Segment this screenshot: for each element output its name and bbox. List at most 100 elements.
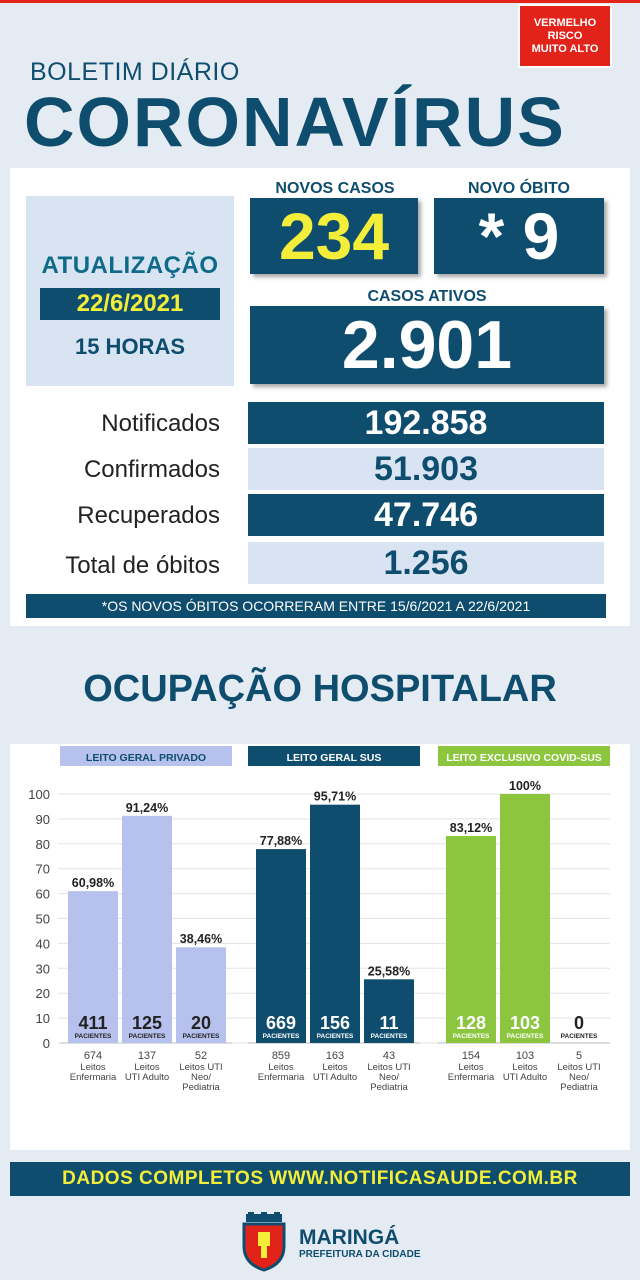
bar-beds-desc: UTI Adulto (503, 1072, 547, 1083)
footer-banner[interactable]: DADOS COMPLETOS WWW.NOTIFICASAUDE.COM.BR (10, 1162, 630, 1196)
bar-beds-value: 52 (195, 1050, 207, 1062)
bar-percent-label: 77,88% (260, 834, 302, 848)
group-header-label: LEITO EXCLUSIVO COVID-SUS (446, 752, 602, 764)
y-tick-label: 50 (36, 912, 50, 927)
city-crest-icon (242, 1212, 286, 1272)
bar-patients-caption: PACIENTES (75, 1033, 112, 1040)
bar-patients-caption: PACIENTES (183, 1033, 220, 1040)
bar-patients-caption: PACIENTES (317, 1033, 354, 1040)
bar-beds-desc: Leitos UTI (179, 1062, 222, 1073)
bar-percent-label: 95,71% (314, 790, 356, 804)
new-cases-label: NOVOS CASOS (275, 180, 395, 197)
active-cases-label: CASOS ATIVOS (367, 288, 487, 305)
bar-beds-value: 674 (84, 1050, 102, 1062)
bar-beds-desc: Leitos (134, 1062, 160, 1073)
bar-beds-desc: UTI Adulto (313, 1072, 357, 1083)
bar-patients-caption: PACIENTES (561, 1033, 598, 1040)
bar-patients-caption: PACIENTES (453, 1033, 490, 1040)
new-death-value: * 9 (434, 198, 604, 274)
city-name: MARINGÁ (299, 1226, 400, 1249)
update-date: 22/6/2021 (40, 288, 220, 320)
y-tick-label: 20 (36, 986, 50, 1001)
stat-label-deaths: Total de óbitos (65, 552, 220, 579)
bar-beds-desc: Leitos (80, 1062, 106, 1073)
new-cases-value: 234 (250, 198, 418, 274)
page-subtitle: BOLETIM DIÁRIO (30, 58, 240, 86)
bar-patients-value: 669 (266, 1013, 296, 1033)
stat-value-deaths: 1.256 (248, 542, 604, 584)
bar-patients-value: 128 (456, 1013, 486, 1033)
bar-beds-desc: Neo/ (191, 1072, 211, 1083)
y-tick-label: 70 (36, 862, 50, 877)
bar (122, 815, 172, 1043)
bar-patients-caption: PACIENTES (507, 1033, 544, 1040)
bar-beds-desc: Leitos (512, 1062, 538, 1073)
bar-beds-desc: Leitos UTI (557, 1062, 600, 1073)
bar-beds-desc: Leitos (322, 1062, 348, 1073)
y-tick-label: 100 (28, 787, 50, 802)
bar (364, 979, 414, 1043)
bar-patients-caption: PACIENTES (129, 1033, 166, 1040)
update-label: ATUALIZAÇÃO (41, 252, 219, 279)
bar-patients-caption: PACIENTES (371, 1033, 408, 1040)
bar-patients-value: 0 (574, 1013, 584, 1033)
bar-beds-desc: Enfermaria (258, 1072, 305, 1083)
stat-value-notified: 192.858 (248, 402, 604, 444)
bar-percent-label: 100% (509, 779, 541, 793)
bar-patients-value: 20 (191, 1013, 211, 1033)
stat-value-recovered: 47.746 (248, 494, 604, 536)
bar-percent-label: 38,46% (180, 932, 222, 946)
bar-beds-desc: Enfermaria (448, 1072, 495, 1083)
bar-percent-label: 25,58% (368, 964, 410, 978)
y-tick-label: 90 (36, 812, 50, 827)
stat-label-recovered: Recuperados (77, 502, 220, 529)
bar-beds-desc: Leitos (458, 1062, 484, 1073)
active-cases-value: 2.901 (250, 306, 604, 384)
city-tagline: PREFEITURA DA CIDADE (299, 1249, 421, 1260)
bar-patients-value: 156 (320, 1013, 350, 1033)
bar-patients-value: 11 (379, 1013, 398, 1033)
bar-beds-value: 154 (462, 1050, 480, 1062)
bar-beds-desc: Enfermaria (70, 1072, 117, 1083)
stat-value-confirmed: 51.903 (248, 448, 604, 490)
hospital-title: OCUPAÇÃO HOSPITALAR (83, 668, 557, 710)
new-death-label: NOVO ÓBITO (468, 180, 570, 197)
stat-label-notified: Notificados (101, 410, 220, 437)
bar-beds-desc: Neo/ (569, 1072, 589, 1083)
y-tick-label: 80 (36, 837, 50, 852)
group-header (248, 746, 420, 766)
bar (68, 891, 118, 1043)
bar-beds-value: 43 (383, 1050, 395, 1062)
bar-beds-desc: Neo/ (379, 1072, 399, 1083)
group-header-label: LEITO GERAL PRIVADO (86, 752, 206, 764)
bar-patients-value: 411 (78, 1013, 107, 1033)
bar (500, 794, 550, 1043)
y-tick-label: 30 (36, 961, 50, 976)
bar-beds-desc: Leitos (268, 1062, 294, 1073)
group-header (438, 746, 610, 766)
bar-percent-label: 83,12% (450, 821, 492, 835)
stat-label-confirmed: Confirmados (83, 456, 220, 483)
deaths-note: *OS NOVOS ÓBITOS OCORRERAM ENTRE 15/6/20… (26, 594, 606, 618)
bar-beds-desc: Leitos UTI (367, 1062, 410, 1073)
bar-beds-desc: Pediatria (182, 1082, 220, 1093)
y-tick-label: 60 (36, 887, 50, 902)
top-accent-line (0, 0, 640, 3)
bar-patients-caption: PACIENTES (263, 1033, 300, 1040)
bar-beds-value: 163 (326, 1050, 344, 1062)
bar-beds-value: 859 (272, 1050, 290, 1062)
bar-beds-value: 5 (576, 1050, 582, 1062)
update-time: 15 HORAS (74, 334, 186, 359)
bar-beds-desc: Pediatria (370, 1082, 408, 1093)
bar (310, 804, 360, 1043)
y-tick-label: 0 (43, 1036, 50, 1051)
bar-beds-desc: Pediatria (560, 1082, 598, 1093)
group-header-label: LEITO GERAL SUS (287, 752, 382, 764)
bar-percent-label: 60,98% (72, 876, 114, 890)
page-title: CORONAVÍRUS (24, 83, 566, 161)
y-tick-label: 40 (36, 936, 50, 951)
bar-beds-value: 103 (516, 1050, 534, 1062)
bar (446, 836, 496, 1043)
bar-beds-desc: UTI Adulto (125, 1072, 169, 1083)
